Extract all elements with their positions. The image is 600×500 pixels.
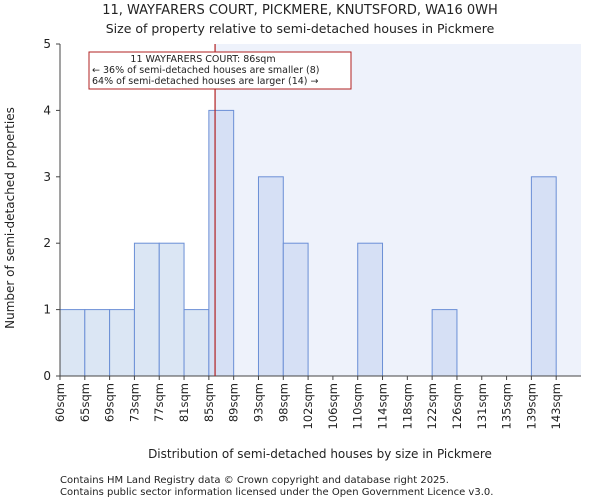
bar (109, 309, 135, 377)
x-tick-label: 126sqm (450, 383, 464, 429)
annotation-line-2: ← 36% of semi-detached houses are smalle… (92, 65, 320, 76)
bar (59, 309, 86, 377)
bar (158, 242, 185, 377)
x-tick-label: 93sqm (251, 383, 265, 422)
y-tick-label: 2 (43, 236, 51, 250)
bar (257, 176, 284, 377)
bar (357, 242, 384, 377)
x-tick-label: 110sqm (351, 383, 365, 429)
x-tick-label: 65sqm (78, 383, 92, 422)
annotation-line-3: 64% of semi-detached houses are larger (… (92, 76, 319, 87)
x-tick-label: 106sqm (326, 383, 340, 429)
x-tick-label: 122sqm (425, 383, 439, 429)
x-tick-label: 81sqm (177, 383, 191, 422)
y-axis-label: Number of semi-detached properties (3, 107, 17, 329)
x-axis-label: Distribution of semi-detached houses by … (148, 447, 492, 461)
x-tick-label: 98sqm (276, 383, 290, 422)
x-tick-label: 69sqm (103, 383, 117, 422)
bar (431, 309, 458, 377)
x-tick-label: 139sqm (524, 383, 538, 429)
y-tick-label: 1 (43, 303, 51, 317)
x-tick-label: 114sqm (376, 383, 390, 429)
y-tick-label: 0 (43, 369, 51, 383)
bar (282, 242, 309, 377)
x-tick-label: 102sqm (301, 383, 315, 429)
bar (84, 309, 111, 377)
x-tick-label: 60sqm (53, 383, 67, 422)
chart-title: 11, WAYFARERS COURT, PICKMERE, KNUTSFORD… (102, 3, 498, 18)
y-tick-label: 4 (43, 103, 51, 117)
bar (133, 242, 160, 377)
x-tick-label: 77sqm (152, 383, 166, 422)
chart-subtitle: Size of property relative to semi-detach… (106, 21, 495, 36)
x-tick-label: 85sqm (202, 383, 216, 422)
annotation-box (88, 51, 352, 90)
y-tick-label: 5 (43, 37, 51, 51)
plot-area: 0 1 2 3 4 5 60sqm 65sqm 69sqm 73sqm 77sqm 81sqm 85sq… (43, 37, 582, 429)
annotation-line-1: 11 WAYFARERS COURT: 86sqm (130, 54, 275, 65)
bar (183, 309, 210, 377)
x-tick-label: 143sqm (549, 383, 563, 429)
bar (208, 109, 235, 377)
x-tick-label: 118sqm (400, 383, 414, 429)
x-tick-label: 131sqm (475, 383, 489, 429)
y-tick-label: 3 (43, 170, 51, 184)
footer-line-1: Contains HM Land Registry data © Crown c… (60, 475, 449, 486)
x-tick-label: 135sqm (500, 383, 514, 429)
x-tick-label: 89sqm (227, 383, 241, 422)
x-tick-label: 73sqm (127, 383, 141, 422)
bar (530, 176, 557, 377)
footer-line-2: Contains public sector information licen… (60, 487, 493, 498)
